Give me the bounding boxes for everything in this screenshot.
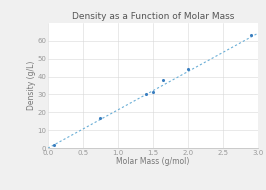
Point — [52, 143, 56, 146]
Point — [161, 79, 165, 82]
Point — [249, 34, 253, 37]
Y-axis label: Density (g/L): Density (g/L) — [27, 61, 36, 110]
Point — [144, 93, 148, 96]
X-axis label: Molar Mass (g/mol): Molar Mass (g/mol) — [116, 157, 190, 166]
Point — [98, 116, 102, 119]
Point — [186, 68, 190, 71]
Title: Density as a Function of Molar Mass: Density as a Function of Molar Mass — [72, 12, 234, 21]
Point — [151, 90, 155, 93]
